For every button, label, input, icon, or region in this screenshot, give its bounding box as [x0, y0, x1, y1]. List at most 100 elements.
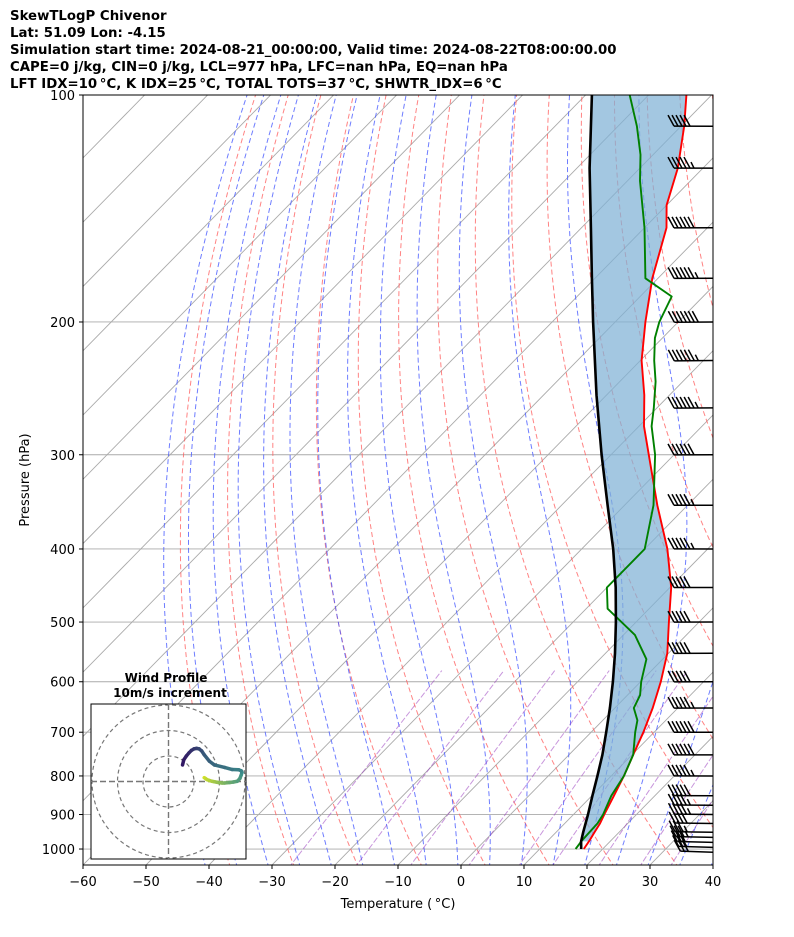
wind-barb-flag: [667, 443, 675, 456]
wind-barb-flag: [679, 267, 687, 279]
wind-barb-flag: [679, 784, 687, 797]
wind-barb: [667, 396, 714, 409]
temperature-line: [583, 95, 688, 850]
wind-barb: [667, 720, 714, 734]
wind-barbs: [667, 114, 714, 854]
wind-barb-flag: [679, 610, 687, 623]
wind-barb: [667, 537, 714, 550]
wind-barb-half-flag: [686, 798, 692, 806]
wind-barb-flag: [667, 696, 675, 709]
moist-adiabat: [289, 95, 364, 865]
wind-barb-flag: [675, 642, 683, 654]
wind-barb-flag: [683, 443, 691, 456]
y-tick-label: 700: [50, 726, 75, 741]
wind-barb-flag: [675, 696, 683, 709]
wind-barb-flag: [679, 156, 687, 169]
wind-barb-flag: [679, 396, 687, 409]
wind-barb-flag: [675, 764, 683, 777]
x-tick-label: 10: [516, 875, 533, 890]
wind-barb-flag: [675, 310, 683, 323]
wind-barb-flag: [671, 396, 679, 409]
wind-barb-flag: [683, 156, 691, 169]
isotherm-line: [523, 671, 713, 865]
wind-barb-flag: [667, 670, 675, 683]
dry-adiabat: [315, 95, 422, 865]
wind-barb-flag: [667, 310, 675, 323]
wind-barb-staff: [675, 830, 714, 833]
moist-adiabat: [212, 95, 282, 865]
wind-barb-flag: [671, 216, 679, 229]
isotherm-line: [83, 95, 650, 673]
x-tick-label: −60: [69, 875, 96, 890]
y-tick-label: 300: [50, 449, 75, 464]
wind-barb-flag: [667, 156, 675, 169]
isotherm-line: [397, 542, 713, 865]
wind-barb-flag: [683, 310, 691, 323]
y-tick-label: 900: [50, 809, 75, 824]
mixing-ratio-line: [640, 754, 713, 865]
wind-barb-flag: [687, 396, 695, 409]
dry-adiabat: [546, 95, 713, 740]
wind-barb-flag: [667, 720, 675, 733]
x-axis-label: Temperature ( °C): [340, 897, 456, 912]
wind-barb-flag: [668, 811, 676, 824]
wind-barb-flag: [683, 696, 691, 709]
dry-adiabat: [679, 95, 713, 310]
wind-barb-flag: [679, 642, 687, 654]
wind-barb-flag: [675, 396, 683, 409]
wind-barb-flag: [667, 576, 675, 588]
wind-barb-flag: [675, 576, 683, 588]
moist-adiabat: [508, 95, 572, 865]
moist-adiabat: [679, 783, 713, 865]
wind-barb-flag: [667, 349, 675, 362]
wind-barb-flag: [667, 267, 675, 279]
wind-barb-flag: [667, 743, 675, 756]
wind-barb-flag: [671, 793, 679, 806]
wind-barb-flag: [671, 696, 679, 709]
wind-barb-flag: [675, 349, 683, 362]
wind-barb-staff: [677, 840, 714, 844]
wind-barb-flag: [683, 537, 691, 550]
wind-barb-flag: [679, 310, 687, 323]
x-tick-label: −20: [321, 875, 348, 890]
wind-barb-flag: [683, 493, 691, 506]
moist-adiabat: [188, 95, 265, 865]
wind-barb-staff: [678, 845, 714, 849]
dry-adiabat: [580, 95, 713, 648]
wind-barb-flag: [675, 114, 683, 127]
wind-barb: [667, 576, 713, 589]
wind-barb-flag: [687, 266, 695, 279]
wind-barb-flag: [667, 216, 675, 229]
x-tick-label: 30: [642, 875, 659, 890]
isotherm-line: [83, 95, 272, 288]
wind-barb-flag: [671, 743, 679, 756]
mixing-ratio-line: [290, 670, 443, 865]
dry-adiabat: [743, 78, 794, 868]
dry-adiabat: [511, 95, 713, 829]
wind-barb-flag: [683, 610, 691, 623]
moist-adiabat: [379, 95, 459, 865]
x-tick-label: −40: [195, 875, 222, 890]
chart-title: SkewTLogP Chivenor: [10, 9, 167, 24]
wind-barb-flag: [679, 743, 687, 756]
wind-barb: [667, 310, 714, 324]
wind-barb-flag: [687, 443, 695, 456]
wind-barb: [667, 443, 714, 456]
wind-barb-flag: [667, 784, 675, 796]
dry-adiabat: [776, 78, 794, 868]
mixing-ratio-line: [670, 798, 713, 865]
wind-barb-flag: [667, 793, 675, 806]
hodograph-title: Wind Profile: [125, 671, 208, 685]
wind-barb-flag: [671, 784, 679, 797]
wind-barb-flag: [679, 216, 687, 229]
wind-barb: [667, 156, 713, 169]
hodograph-segment: [180, 758, 186, 767]
dry-adiabat: [474, 95, 678, 865]
y-tick-label: 800: [50, 770, 75, 785]
wind-barb-flag: [669, 825, 677, 838]
isotherm-line: [83, 95, 209, 223]
wind-barb-half-flag: [690, 498, 695, 506]
y-tick-label: 100: [50, 89, 75, 104]
dry-adiabat: [357, 95, 486, 865]
wind-barb: [667, 641, 714, 655]
